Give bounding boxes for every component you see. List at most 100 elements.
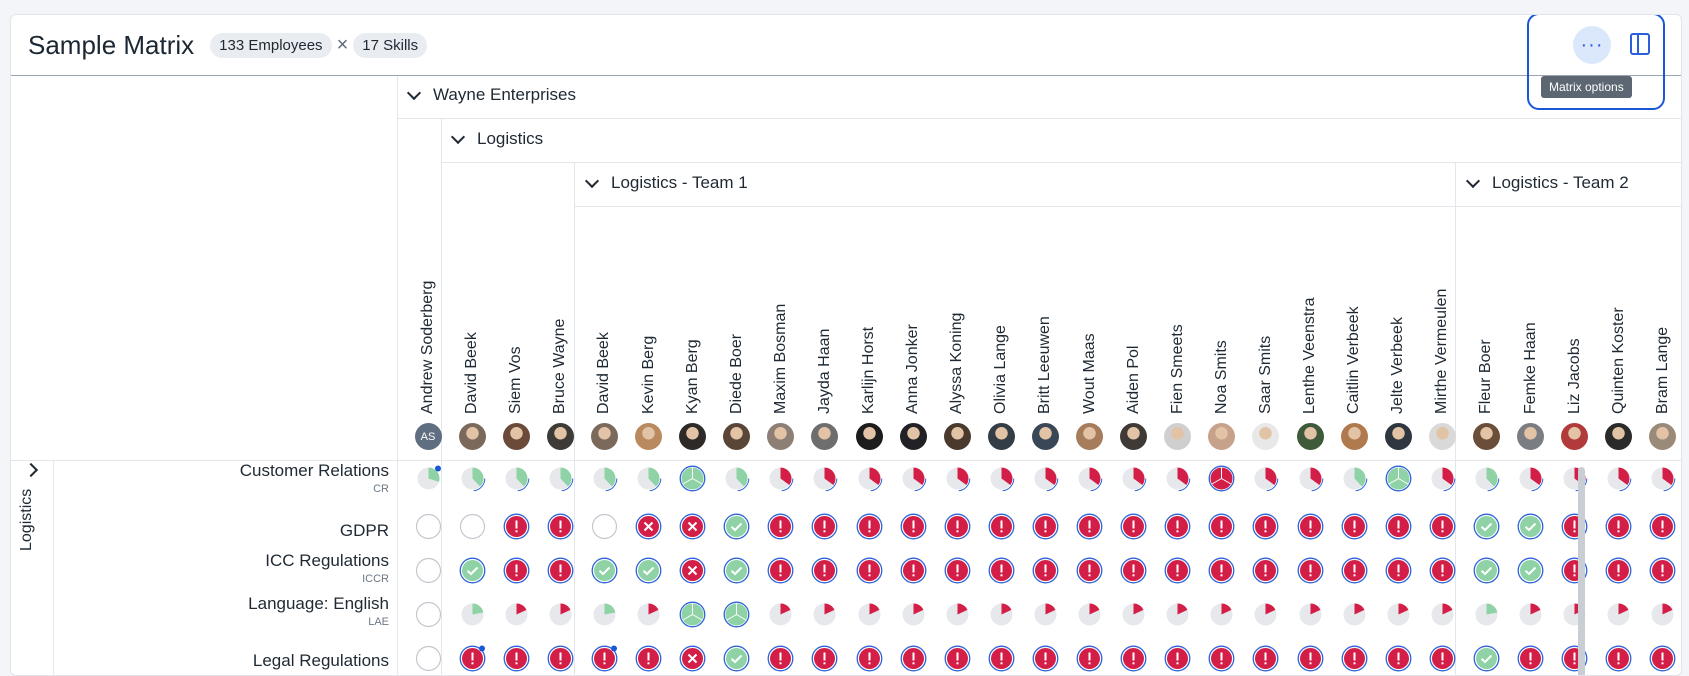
warning-icon[interactable] [1429, 645, 1456, 672]
warning-icon[interactable] [547, 645, 574, 672]
employee-name[interactable]: Maxim Bosman [771, 303, 789, 414]
warning-icon[interactable] [503, 557, 530, 584]
avatar[interactable] [1208, 423, 1236, 450]
small-pie-red-icon[interactable] [900, 601, 927, 628]
employee-name[interactable]: Quinten Koster [1609, 307, 1627, 414]
warning-icon[interactable] [767, 557, 794, 584]
employee-name[interactable]: Anna Jonker [904, 324, 922, 414]
pie-green-icon[interactable] [591, 465, 618, 492]
warning-icon[interactable] [635, 645, 662, 672]
full-pie-green-icon[interactable] [679, 465, 706, 492]
small-pie-red-icon[interactable] [944, 601, 971, 628]
warning-icon[interactable] [944, 557, 971, 584]
chevron-down-icon[interactable] [584, 173, 600, 188]
small-pie-red-icon[interactable] [635, 601, 662, 628]
small-pie-red-icon[interactable] [1341, 601, 1368, 628]
employee-name[interactable]: Kyan Berg [683, 339, 701, 414]
full-pie-green-icon[interactable] [679, 601, 706, 628]
warning-dot-icon[interactable] [591, 645, 618, 672]
chevron-right-icon[interactable] [23, 462, 39, 478]
pie-red-icon[interactable] [900, 465, 927, 492]
warning-icon[interactable] [944, 645, 971, 672]
warning-icon[interactable] [1208, 513, 1235, 540]
avatar[interactable] [679, 423, 707, 450]
small-pie-green-icon[interactable] [459, 601, 486, 628]
warning-icon[interactable] [1120, 645, 1147, 672]
pie-red-icon[interactable] [944, 465, 971, 492]
small-pie-red-icon[interactable] [1164, 601, 1191, 628]
avatar[interactable] [723, 423, 751, 450]
warning-icon[interactable] [1649, 557, 1676, 584]
check-icon[interactable] [591, 557, 618, 584]
warning-icon[interactable] [1297, 513, 1324, 540]
warning-icon[interactable] [1429, 513, 1456, 540]
pie-red-icon[interactable] [1252, 465, 1279, 492]
small-pie-red-icon[interactable] [1120, 601, 1147, 628]
avatar[interactable] [1076, 423, 1103, 450]
avatar[interactable] [1296, 423, 1324, 450]
check-icon[interactable] [1517, 513, 1544, 540]
employee-name[interactable]: Britt Leeuwen [1036, 316, 1054, 414]
warning-icon[interactable] [1076, 645, 1103, 672]
cross-icon[interactable] [679, 557, 706, 584]
employee-name[interactable]: Karlijn Horst [860, 326, 877, 414]
small-pie-red-icon[interactable] [1649, 601, 1676, 628]
empty-circle-icon[interactable] [415, 557, 442, 584]
warning-icon[interactable] [1252, 557, 1279, 584]
pie-red-icon[interactable] [811, 465, 838, 492]
small-pie-red-icon[interactable] [1517, 601, 1544, 628]
row-group-logistics[interactable]: Logistics [16, 459, 46, 579]
warning-icon[interactable] [1164, 557, 1191, 584]
avatar[interactable] [1649, 423, 1677, 450]
empty-circle-icon[interactable] [415, 601, 442, 628]
avatar[interactable] [855, 423, 883, 450]
pie-grey-dot-icon[interactable] [415, 465, 442, 492]
group-company[interactable]: Wayne Enterprises [406, 85, 576, 105]
chevron-down-icon[interactable] [406, 85, 422, 100]
warning-icon[interactable] [856, 557, 883, 584]
warning-icon[interactable] [811, 645, 838, 672]
pie-red-icon[interactable] [856, 465, 883, 492]
warning-icon[interactable] [1297, 645, 1324, 672]
small-pie-red-icon[interactable] [856, 601, 883, 628]
pie-red-icon[interactable] [1649, 465, 1676, 492]
warning-icon[interactable] [1605, 557, 1632, 584]
chevron-down-icon[interactable] [1465, 173, 1481, 188]
full-pie-green-icon[interactable] [723, 601, 750, 628]
warning-icon[interactable] [1164, 645, 1191, 672]
warning-icon[interactable] [1208, 645, 1235, 672]
warning-icon[interactable] [1032, 557, 1059, 584]
employee-name[interactable]: Bruce Wayne [551, 318, 569, 414]
empty-circle-icon[interactable] [415, 645, 442, 672]
check-icon[interactable] [1473, 645, 1500, 672]
warning-icon[interactable] [1032, 645, 1059, 672]
full-pie-green-icon[interactable] [1385, 465, 1412, 492]
chevron-down-icon[interactable] [450, 129, 466, 144]
employee-name[interactable]: Wout Maas [1080, 333, 1098, 414]
avatar[interactable] [899, 423, 927, 450]
small-pie-red-icon[interactable] [1429, 601, 1456, 628]
check-icon[interactable] [1517, 557, 1544, 584]
small-pie-red-icon[interactable] [1208, 601, 1235, 628]
employee-name[interactable]: Caitlin Verbeek [1345, 306, 1363, 414]
avatar[interactable] [502, 423, 530, 450]
employee-name[interactable]: Fien Smeets [1168, 324, 1186, 414]
employee-name[interactable]: Diede Boer [727, 333, 745, 414]
warning-icon[interactable] [1341, 645, 1368, 672]
warning-icon[interactable] [1605, 645, 1632, 672]
pie-red-icon[interactable] [988, 465, 1015, 492]
pie-red-icon[interactable] [1164, 465, 1191, 492]
avatar[interactable] [458, 423, 486, 450]
skill-name[interactable]: ICC Regulations [265, 551, 389, 570]
warning-icon[interactable] [767, 645, 794, 672]
pie-red-icon[interactable] [1605, 465, 1632, 492]
warning-icon[interactable] [1649, 645, 1676, 672]
small-pie-red-icon[interactable] [811, 601, 838, 628]
skill-name[interactable]: Customer Relations [239, 461, 389, 480]
pie-green-icon[interactable] [723, 465, 750, 492]
employee-name[interactable]: Aiden Pol [1124, 345, 1142, 415]
employee-name[interactable]: Femke Haan [1521, 322, 1539, 414]
employees-count-badge[interactable]: 133 Employees [210, 32, 332, 58]
warning-icon[interactable] [900, 513, 927, 540]
warning-icon[interactable] [1208, 557, 1235, 584]
